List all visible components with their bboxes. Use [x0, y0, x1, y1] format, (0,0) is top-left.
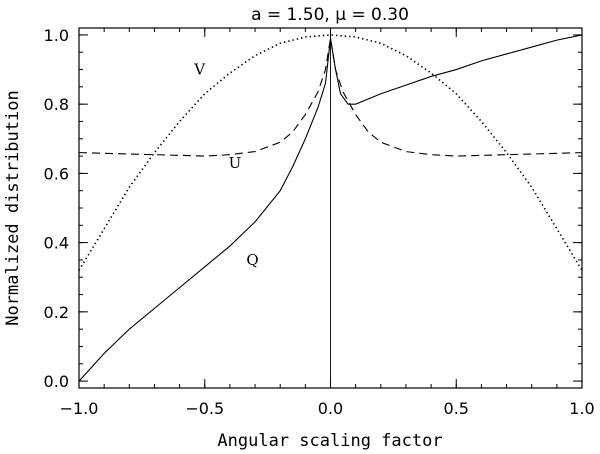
- series-line-q: [78, 34, 583, 382]
- series-line-u: [78, 38, 583, 157]
- curve-label-v: V: [193, 61, 206, 79]
- x-tick-label: 1.0: [569, 399, 594, 418]
- y-tick-label: 0.2: [44, 303, 69, 322]
- plot-area: −1.0 −0.5 0.0 0.5 1.0 0.0 0.2 0.4 0.6 0.8 1.0 V U Q: [44, 26, 595, 418]
- x-tick-label: −1.0: [60, 399, 99, 418]
- y-tick-label: 0.0: [44, 372, 69, 391]
- x-tick-label: 0.5: [444, 399, 469, 418]
- y-tick-label: 0.8: [44, 95, 69, 114]
- curve-label-q: Q: [246, 251, 258, 269]
- y-tick-label: 1.0: [44, 26, 69, 45]
- chart-title: a = 1.50, μ = 0.30: [251, 5, 409, 25]
- x-axis-label: Angular scaling factor: [217, 431, 442, 451]
- y-tick-label: 0.4: [44, 234, 69, 253]
- curve-label-u: U: [229, 154, 242, 172]
- x-tick-label: −0.5: [185, 399, 224, 418]
- y-tick-label: 0.6: [44, 164, 69, 183]
- y-axis-label: Normalized distribution: [3, 90, 23, 325]
- x-tick-label: 0.0: [318, 399, 343, 418]
